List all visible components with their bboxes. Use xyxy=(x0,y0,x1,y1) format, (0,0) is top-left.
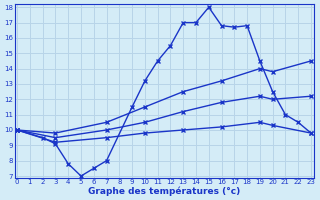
X-axis label: Graphe des températures (°c): Graphe des températures (°c) xyxy=(88,186,240,196)
